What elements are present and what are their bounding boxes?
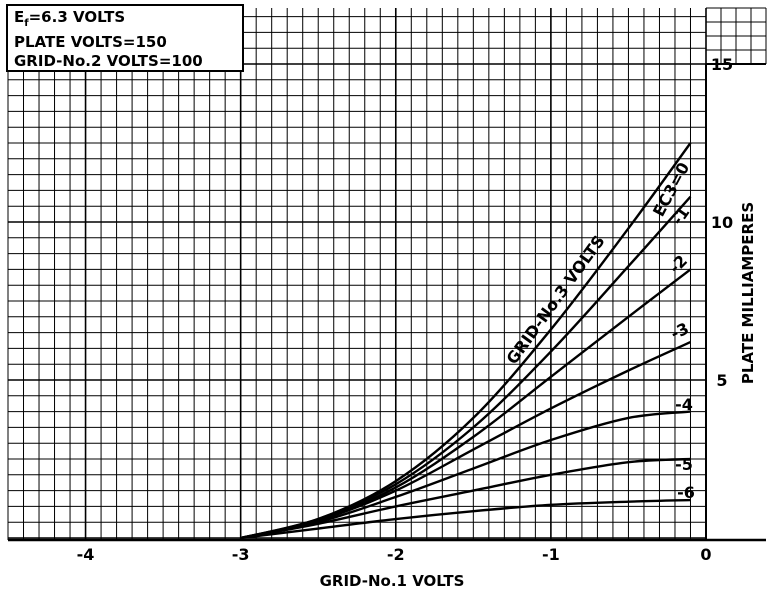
x-tick-label: -4	[77, 545, 95, 564]
curve-2	[240, 268, 692, 540]
condition-grid2: GRID-No.2 VOLTS=100	[14, 52, 203, 70]
x-tick-label: -2	[387, 545, 405, 564]
y-tick-label: 10	[711, 213, 733, 232]
condition-heater: Ef=6.3 VOLTS	[14, 8, 236, 33]
frame	[8, 63, 766, 542]
x-tick-label: -3	[232, 545, 250, 564]
curve-5	[240, 457, 691, 540]
series-label: -5	[675, 455, 693, 474]
heater-symbol-sub: f	[24, 18, 29, 29]
heater-value: =6.3 VOLTS	[28, 8, 126, 26]
series-label: -4	[675, 395, 693, 414]
grid	[7, 7, 767, 540]
heater-symbol: E	[14, 8, 25, 26]
y-tick-label: 15	[711, 55, 733, 74]
curve-6	[240, 498, 691, 540]
series-label: -6	[677, 483, 695, 502]
curve-ec30	[240, 142, 692, 540]
condition-plate: PLATE VOLTS=150	[14, 33, 167, 51]
y-tick-label: 5	[716, 371, 727, 390]
x-tick-label: 0	[700, 545, 711, 564]
x-axis-label: GRID-No.1 VOLTS	[320, 572, 465, 590]
curve-4	[240, 410, 691, 540]
curves	[240, 142, 692, 540]
series-label: -3	[668, 319, 692, 344]
x-tick-label: -1	[542, 545, 560, 564]
curve-1	[240, 195, 692, 540]
curve-3	[240, 340, 691, 540]
conditions-box: Ef=6.3 VOLTS PLATE VOLTS=150 GRID-No.2 V…	[6, 4, 244, 72]
y-axis-label: PLATE MILLIAMPERES	[739, 202, 757, 384]
